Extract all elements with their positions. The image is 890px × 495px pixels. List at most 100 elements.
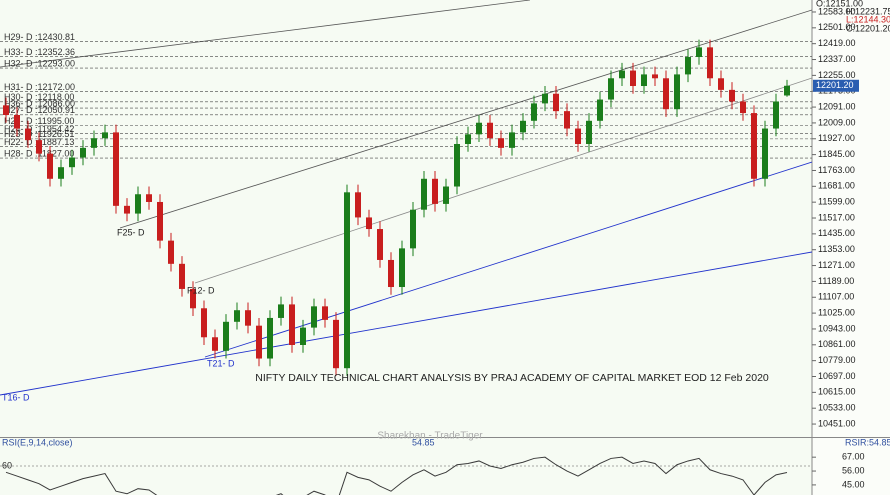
- level-label: H29- D :12430.81: [4, 32, 75, 42]
- candle-body: [278, 304, 284, 318]
- y-tick-label: 12009.00: [818, 117, 856, 127]
- candle-body: [223, 321, 229, 351]
- rsi-value: 54.85: [412, 437, 435, 447]
- y-tick-label: 12501.00: [818, 22, 856, 32]
- ohlc-label: L:12144.30: [846, 14, 890, 24]
- candle-body: [388, 259, 394, 288]
- candle-body: [729, 89, 735, 102]
- trendline: [0, 251, 812, 396]
- y-tick-label: 10861.00: [818, 339, 856, 349]
- last-price-label: 12201.20: [816, 80, 854, 90]
- candle-body: [487, 122, 493, 139]
- candle-body: [58, 167, 64, 179]
- candle-body: [575, 128, 581, 144]
- level-label: H31- D :12172.00: [4, 82, 75, 92]
- candle-body: [454, 143, 460, 187]
- y-tick-label: 10697.00: [818, 371, 856, 381]
- candle-body: [267, 317, 273, 359]
- y-tick-label: 10615.00: [818, 387, 856, 397]
- trendline: [204, 161, 812, 358]
- trendlines: [0, 0, 812, 396]
- candle-body: [14, 115, 20, 129]
- candle-body: [674, 74, 680, 110]
- candle-body: [652, 74, 658, 79]
- candle-body: [80, 147, 86, 158]
- candle-body: [355, 192, 361, 218]
- y-tick-label: 10943.00: [818, 323, 856, 333]
- candle-body: [410, 209, 416, 249]
- candle-body: [102, 132, 108, 139]
- candle-body: [465, 134, 471, 144]
- y-tick-label: 12419.00: [818, 38, 856, 48]
- candles: [3, 39, 790, 376]
- candle-body: [322, 306, 328, 320]
- candle-body: [399, 248, 405, 288]
- candle-body: [751, 113, 757, 179]
- candle-body: [124, 205, 130, 214]
- rsi-name: RSI(E,9,14,close): [2, 437, 73, 447]
- watermark: Sharekhan - TradeTiger: [377, 431, 483, 442]
- trendline: [119, 9, 812, 229]
- candle-body: [47, 153, 53, 179]
- candle-body: [641, 74, 647, 87]
- rsi-tick-label: 67.00: [842, 452, 865, 462]
- candle-body: [366, 217, 372, 230]
- y-tick-label: 11763.00: [818, 165, 855, 175]
- rsi: 67.00 56.00 45.00: [0, 452, 865, 495]
- y-tick-label: 11271.00: [818, 260, 855, 270]
- candle-body: [146, 194, 152, 202]
- candle-body: [344, 192, 350, 369]
- y-tick-label: 10451.00: [818, 418, 856, 428]
- annotation: T16- D: [2, 392, 30, 402]
- y-tick-label: 10779.00: [818, 355, 856, 365]
- candle-body: [553, 93, 559, 112]
- candle-body: [168, 240, 174, 264]
- candle-body: [179, 263, 185, 289]
- trendline: [194, 77, 812, 284]
- candle-body: [740, 101, 746, 114]
- ohlc-label: C:12201.20: [846, 23, 890, 33]
- candle-body: [520, 120, 526, 133]
- rsi-panel: [0, 438, 812, 495]
- candle-body: [256, 325, 262, 359]
- level-label: H26- D :11995.00: [4, 116, 74, 126]
- candle-body: [311, 306, 317, 328]
- ohlc-label: O:12151.00: [816, 0, 863, 8]
- y-tick-label: 11599.00: [818, 197, 855, 207]
- candle-body: [157, 201, 163, 241]
- rsi-level-label: 60: [2, 460, 12, 470]
- ohlc-label: H:12231.75: [846, 6, 890, 16]
- candle-body: [597, 99, 603, 121]
- y-tick-label: 11681.00: [818, 181, 855, 191]
- y-tick-label: 11107.00: [818, 292, 854, 302]
- candle-body: [685, 57, 691, 75]
- candle-body: [509, 132, 515, 148]
- candle-body: [707, 47, 713, 79]
- rsi-line: [5, 456, 788, 495]
- annotation: T21- D: [207, 358, 235, 368]
- candle-body: [630, 70, 636, 87]
- candle-body: [663, 78, 669, 110]
- y-tick-label: 11435.00: [818, 228, 855, 238]
- level-label: H32- D :12293.00: [4, 58, 75, 68]
- annotation: F12- D: [187, 285, 215, 295]
- candle-body: [542, 93, 548, 104]
- candle-body: [91, 138, 97, 148]
- candle-body: [201, 308, 207, 338]
- level-label: H24- D :11954.42: [4, 124, 74, 134]
- last-price-tag: [813, 79, 859, 92]
- candle-body: [696, 47, 702, 58]
- candle-body: [432, 178, 438, 204]
- y-tick-label: 11025.00: [818, 307, 855, 317]
- rsi-tick-label: 45.00: [842, 479, 865, 489]
- y-tick-label: 11845.00: [818, 149, 855, 159]
- candle-body: [212, 337, 218, 351]
- level-label: H33- D :12352.36: [4, 47, 75, 57]
- trendline: [0, 0, 531, 68]
- level-label: H36- D :12086.00: [4, 98, 75, 108]
- candle-body: [3, 105, 9, 115]
- candle-body: [784, 85, 790, 96]
- y-tick-label: 12583.00: [818, 6, 856, 16]
- candle-body: [245, 310, 251, 326]
